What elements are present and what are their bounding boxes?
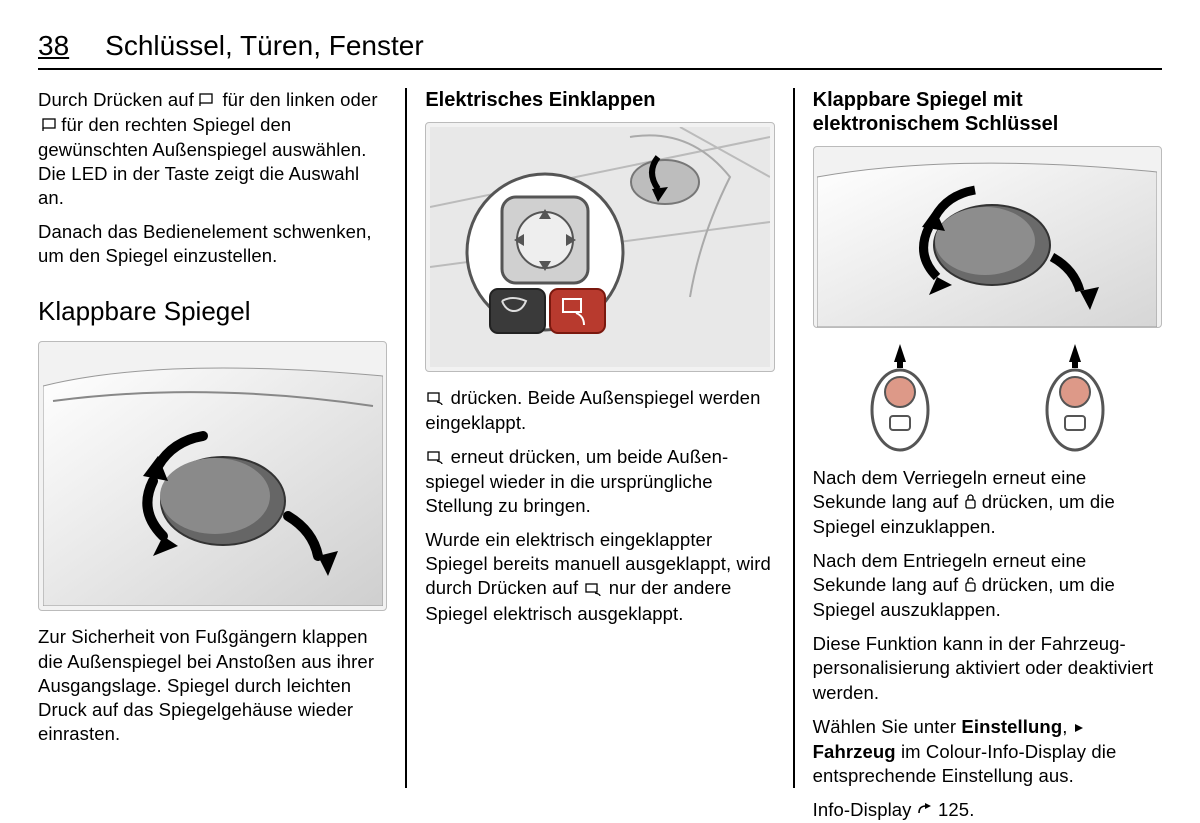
column-3: Klappbare Spiegel mit elektronischem Sch… (793, 88, 1162, 788)
column-2: Elektrisches Einklappen (405, 88, 792, 788)
power-fold-illustration (430, 127, 770, 367)
col3-para2: Nach dem Entriegeln erneut eine Sekunde … (813, 549, 1162, 622)
column-1: Durch Drücken auf für den linken oder fü… (38, 88, 405, 788)
page-header: 38 Schlüssel, Türen, Fenster (38, 30, 1162, 70)
col1-para1: Durch Drücken auf für den linken oder fü… (38, 88, 387, 210)
col1-para3: Zur Sicherheit von Fußgängern klap­pen d… (38, 625, 387, 745)
menu-arrow-icon (1073, 716, 1085, 740)
reference-arrow-icon (917, 799, 933, 823)
fold-button-icon (425, 446, 445, 470)
content-columns: Durch Drücken auf für den linken oder fü… (38, 88, 1162, 788)
keyfob-row (813, 342, 1162, 452)
chapter-title: Schlüssel, Türen, Fenster (105, 30, 424, 62)
mirror-left-icon (199, 89, 217, 113)
figure-power-fold-control (425, 122, 774, 372)
col1-heading: Klappbare Spiegel (38, 296, 387, 327)
col3-para1: Nach dem Verriegeln erneut eine Sekunde … (813, 466, 1162, 539)
figure-mirror-key (813, 146, 1162, 328)
text: Wählen Sie unter (813, 716, 962, 737)
col2-para1: drücken. Beide Außenspiegel werden einge… (425, 386, 774, 435)
text: drücken. Beide Außenspiegel werden einge… (425, 387, 760, 433)
bold-text: Einstellung (961, 716, 1062, 737)
col3-heading: Klappbare Spiegel mit elektronischem Sch… (813, 88, 1162, 136)
unlock-icon (964, 574, 977, 598)
col3-para4: Wählen Sie unter Einstellung, Fahrzeug i… (813, 715, 1162, 788)
text: Durch Drücken auf (38, 89, 199, 110)
keyfob-lock (860, 342, 940, 452)
fold-button-icon (583, 578, 603, 602)
text: erneut drücken, um beide Außen­spiegel w… (425, 446, 728, 516)
keyfob-unlock (1035, 342, 1115, 452)
fold-button-icon (425, 387, 445, 411)
col3-para3: Diese Funktion kann in der Fahrzeug­pers… (813, 632, 1162, 704)
figure-folding-mirror (38, 341, 387, 611)
col2-para2: erneut drücken, um beide Außen­spiegel w… (425, 445, 774, 518)
col1-para2: Danach das Bedienelement schwen­ken, um … (38, 220, 387, 268)
text: für den linken oder (222, 89, 377, 110)
text: für den rechten Spiegel den gewünschten … (38, 114, 367, 208)
lock-icon (964, 491, 977, 515)
mirror-right-icon (38, 114, 56, 138)
bold-text: Fahrzeug (813, 741, 896, 762)
text: , (1062, 716, 1072, 737)
col2-heading: Elektrisches Einklappen (425, 88, 774, 112)
folding-mirror-illustration (43, 346, 383, 606)
col2-para3: Wurde ein elektrisch eingeklappter Spieg… (425, 528, 774, 625)
mirror-key-illustration (817, 147, 1157, 327)
page-number: 38 (38, 30, 69, 62)
